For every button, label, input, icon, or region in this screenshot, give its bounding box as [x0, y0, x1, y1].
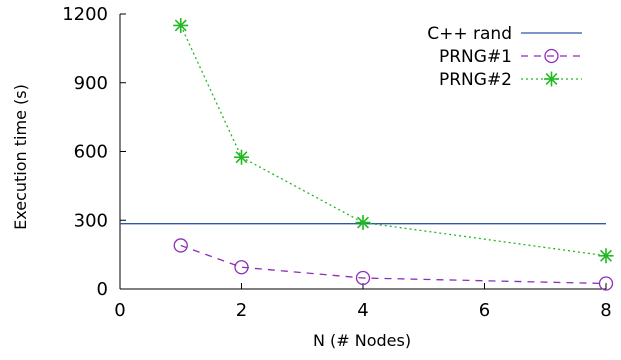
y-tick-label: 600 — [74, 142, 108, 163]
data-point-prng2 — [173, 17, 189, 33]
legend: C++ rand PRNG#1 PRNG#2 — [427, 24, 582, 90]
legend-item-prng2: PRNG#2 — [439, 70, 582, 90]
data-point-prng1 — [234, 260, 249, 275]
x-axis-title: N (# Nodes) — [313, 331, 411, 350]
x-tick-label: 4 — [357, 300, 368, 321]
series-prng1 — [173, 238, 614, 291]
data-point-prng1 — [173, 238, 188, 253]
x-tick-label: 2 — [236, 300, 247, 321]
data-point-prng1 — [598, 276, 614, 291]
axes-layer: 0 2 4 6 8 0 300 600 900 1200 — [62, 4, 612, 321]
data-point-prng2 — [598, 248, 614, 264]
legend-marker-prng1 — [544, 48, 559, 64]
series-line-prng1 — [180, 244, 607, 285]
y-axis-title: Execution time (s) — [11, 84, 30, 230]
data-point-prng2 — [355, 215, 371, 231]
x-tick-label: 0 — [114, 300, 125, 321]
data-point-prng1 — [355, 270, 371, 286]
y-tick-label: 300 — [74, 210, 108, 231]
y-tick-label: 1200 — [62, 4, 108, 25]
legend-label: C++ rand — [427, 24, 512, 44]
data-point-prng2 — [234, 149, 249, 165]
legend-item-prng1: PRNG#1 — [439, 47, 582, 67]
legend-label: PRNG#2 — [439, 70, 512, 90]
x-tick-label: 6 — [479, 300, 490, 321]
legend-item-cpp-rand: C++ rand — [427, 24, 582, 44]
series-prng2 — [173, 17, 614, 264]
series-line-prng2 — [180, 25, 607, 257]
series-layer — [120, 17, 614, 291]
legend-label: PRNG#1 — [439, 47, 512, 67]
x-tick-label: 8 — [600, 300, 611, 321]
y-tick-label: 0 — [97, 279, 108, 300]
legend-marker-prng2 — [544, 71, 559, 87]
y-tick-label: 900 — [74, 73, 108, 94]
